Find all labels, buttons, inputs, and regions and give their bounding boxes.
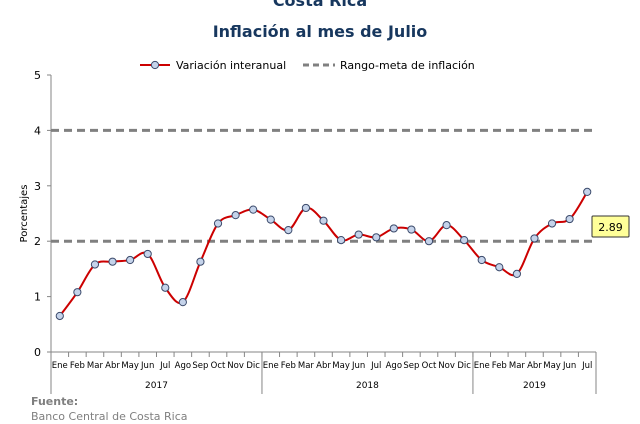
data-point xyxy=(143,249,152,259)
data-point xyxy=(73,288,82,297)
source-text: Banco Central de Costa Rica xyxy=(31,410,188,423)
x-tick-label: Feb xyxy=(70,361,85,371)
data-point xyxy=(389,224,398,233)
data-point xyxy=(284,226,293,235)
x-tick-label: Jul xyxy=(581,361,592,371)
x-tick-label: Ene xyxy=(52,361,68,371)
year-label: 2017 xyxy=(145,381,168,391)
x-tick-label: Dic xyxy=(457,361,471,371)
y-tick-label: 2 xyxy=(34,235,41,248)
x-tick-label: May xyxy=(121,361,139,371)
x-tick-label: Oct xyxy=(211,361,226,371)
data-point xyxy=(55,311,64,321)
y-axis-label: Porcentajes xyxy=(19,185,30,243)
x-tick-label: May xyxy=(543,361,561,371)
data-point xyxy=(301,203,311,213)
data-point xyxy=(108,257,117,266)
data-point xyxy=(231,211,240,220)
x-tick-label: Abr xyxy=(105,361,120,371)
x-tick-label: Ene xyxy=(263,361,279,371)
y-tick-label: 5 xyxy=(34,69,41,82)
x-tick-label: Dic xyxy=(246,361,260,371)
data-point xyxy=(249,205,258,214)
x-tick-label: Ago xyxy=(386,361,402,371)
year-label: 2018 xyxy=(356,381,379,391)
x-tick-label: May xyxy=(332,361,350,371)
data-point xyxy=(178,298,187,307)
source-label: Fuente: xyxy=(31,395,79,408)
y-tick-label: 3 xyxy=(34,180,41,193)
x-tick-label: Jul xyxy=(159,361,170,371)
data-point xyxy=(407,225,416,234)
x-tick-label: Feb xyxy=(492,361,507,371)
data-point xyxy=(424,237,434,246)
data-point xyxy=(583,187,592,196)
data-point xyxy=(442,221,451,230)
y-tick-label: 0 xyxy=(34,346,41,359)
x-tick-label: Jun xyxy=(351,361,365,371)
x-tick-label: Nov xyxy=(227,361,244,371)
x-tick-label: Abr xyxy=(316,361,331,371)
data-point xyxy=(495,263,504,272)
series-line-variacion xyxy=(58,191,589,317)
x-tick-label: Mar xyxy=(509,361,526,371)
x-tick-label: Jun xyxy=(562,361,576,371)
data-point xyxy=(372,233,381,242)
x-tick-label: Mar xyxy=(87,361,104,371)
x-tick-label: Sep xyxy=(192,361,208,371)
legend-label-variacion: Variación interanual xyxy=(176,59,286,72)
legend-label-rango: Rango-meta de inflación xyxy=(340,59,475,72)
data-point xyxy=(196,257,205,266)
data-point xyxy=(213,219,223,228)
data-point xyxy=(90,260,100,269)
x-tick-label: Mar xyxy=(298,361,315,371)
x-tick-label: Jul xyxy=(370,361,381,371)
data-point xyxy=(319,216,328,225)
data-point xyxy=(530,234,539,243)
data-point xyxy=(126,255,135,265)
x-tick-label: Sep xyxy=(403,361,419,371)
data-point xyxy=(354,230,363,239)
legend-marker-variacion xyxy=(150,60,160,70)
x-tick-label: Abr xyxy=(527,361,542,371)
y-tick-label: 1 xyxy=(34,291,41,304)
data-point xyxy=(512,269,521,278)
chart-subtitle: Inflación al mes de Julio xyxy=(212,22,428,41)
data-point xyxy=(460,235,469,245)
data-point xyxy=(266,215,275,224)
year-label: 2019 xyxy=(523,381,546,391)
data-point xyxy=(547,219,557,228)
y-tick-label: 4 xyxy=(34,124,41,137)
data-point xyxy=(161,283,170,292)
chart-title: Costa Rica xyxy=(272,0,368,10)
data-point xyxy=(336,235,346,245)
x-tick-label: Jun xyxy=(140,361,154,371)
x-tick-label: Ago xyxy=(175,361,191,371)
value-callout-label: 2.89 xyxy=(598,221,623,234)
x-tick-label: Feb xyxy=(281,361,296,371)
value-callout xyxy=(591,215,630,238)
data-point xyxy=(477,255,486,265)
x-tick-label: Oct xyxy=(422,361,437,371)
x-tick-label: Ene xyxy=(474,361,490,371)
x-tick-label: Nov xyxy=(438,361,455,371)
data-point xyxy=(565,214,574,224)
